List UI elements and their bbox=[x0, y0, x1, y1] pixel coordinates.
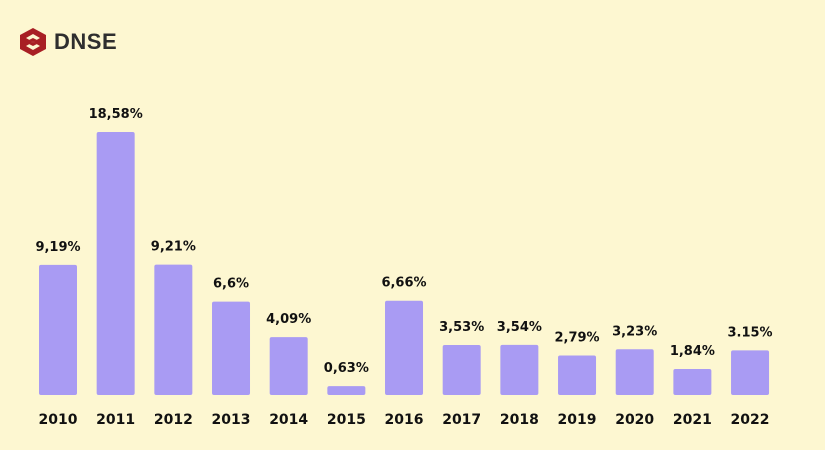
bar-2016 bbox=[385, 300, 424, 395]
dnse-logo-icon bbox=[20, 28, 46, 56]
data-label-2017: 3,53% bbox=[439, 320, 484, 335]
bar-2013 bbox=[212, 301, 251, 395]
bar-2020 bbox=[615, 349, 654, 395]
x-tick-label-2019: 2019 bbox=[558, 412, 597, 428]
bar-2019 bbox=[558, 355, 597, 395]
x-tick-label-2021: 2021 bbox=[673, 412, 712, 428]
data-label-2012: 9,21% bbox=[151, 240, 196, 255]
data-label-2018: 3,54% bbox=[497, 320, 542, 335]
data-label-2015: 0,63% bbox=[324, 361, 369, 376]
data-label-2019: 2,79% bbox=[554, 331, 599, 346]
bar-2010 bbox=[39, 264, 77, 395]
bar-2021 bbox=[673, 368, 712, 395]
data-label-2011: 18,58% bbox=[89, 107, 143, 122]
data-label-2022: 3.15% bbox=[727, 325, 772, 340]
x-tick-label-2013: 2013 bbox=[212, 412, 251, 428]
x-tick-label-2012: 2012 bbox=[154, 412, 193, 428]
data-label-2010: 9,19% bbox=[35, 240, 80, 255]
bar-2014 bbox=[269, 337, 308, 395]
x-tick-label-2020: 2020 bbox=[615, 412, 654, 428]
bar-2017 bbox=[442, 345, 481, 395]
data-label-2013: 6,6% bbox=[213, 277, 249, 292]
data-label-2020: 3,23% bbox=[612, 324, 657, 339]
x-tick-label-2017: 2017 bbox=[442, 412, 481, 428]
x-tick-label-2014: 2014 bbox=[269, 412, 308, 428]
x-tick-label-2016: 2016 bbox=[385, 412, 424, 428]
x-tick-label-2018: 2018 bbox=[500, 412, 539, 428]
brand-name: DNSE bbox=[54, 29, 118, 54]
dnse-logo: DNSE bbox=[18, 27, 117, 57]
x-tick-label-2022: 2022 bbox=[731, 412, 770, 428]
bar-2012 bbox=[154, 264, 193, 395]
bar-2018 bbox=[500, 344, 539, 395]
bar-2022 bbox=[731, 350, 770, 395]
x-tick-label-2011: 2011 bbox=[96, 412, 135, 428]
data-label-2016: 6,66% bbox=[381, 276, 426, 291]
x-tick-label-2015: 2015 bbox=[327, 412, 366, 428]
bar-2011 bbox=[96, 132, 135, 395]
x-tick-label-2010: 2010 bbox=[39, 412, 78, 428]
bar-2015 bbox=[327, 386, 366, 395]
data-label-2014: 4,09% bbox=[266, 312, 311, 327]
data-label-2021: 1,84% bbox=[670, 344, 715, 359]
